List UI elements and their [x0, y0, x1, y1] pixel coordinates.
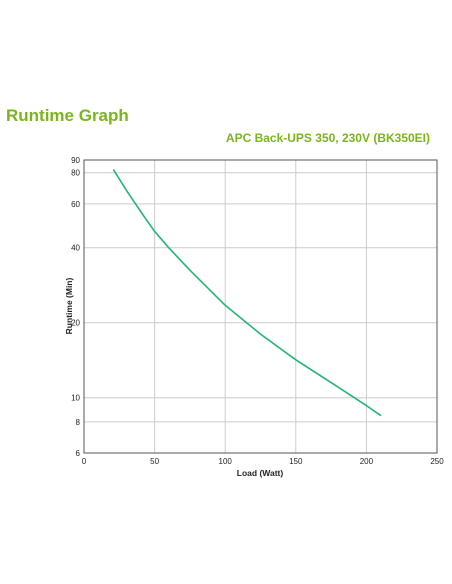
y-tick-label: 60: [71, 200, 80, 209]
y-axis-title: Runtime (Min): [64, 278, 74, 335]
x-tick-label: 200: [360, 457, 374, 466]
page-title: Runtime Graph: [6, 106, 129, 125]
x-tick-labels: 0 50 100 150 200 250: [82, 457, 444, 466]
plot-frame: [83, 159, 438, 454]
x-tick-label: 0: [82, 457, 87, 466]
x-tick-label: 250: [430, 457, 444, 466]
x-tick-label: 150: [289, 457, 303, 466]
grid-lines: [84, 160, 437, 453]
y-tick-label: 6: [76, 449, 81, 458]
y-tick-label: 80: [71, 169, 80, 178]
series-line: [112, 169, 382, 417]
x-axis-title: Load (Watt): [237, 468, 284, 478]
y-tick-label: 10: [71, 394, 80, 403]
x-tick-label: 50: [150, 457, 159, 466]
y-tick-label: 8: [76, 418, 81, 427]
chart-title: APC Back-UPS 350, 230V (BK350EI): [225, 131, 430, 145]
y-tick-label: 40: [71, 244, 80, 253]
y-tick-label: 90: [71, 156, 80, 165]
x-tick-label: 100: [219, 457, 233, 466]
y-tick-label: 20: [71, 319, 80, 328]
y-tick-labels: 6 8 10 20 40 60 80 90: [71, 156, 80, 458]
